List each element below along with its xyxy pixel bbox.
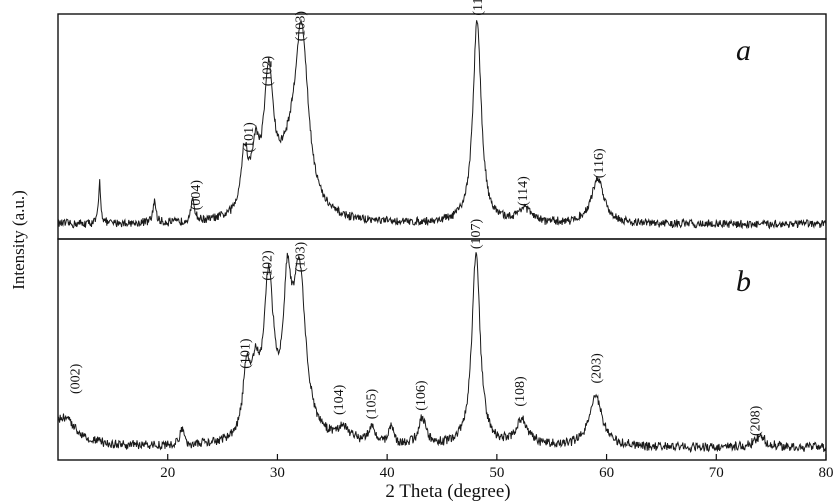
peak-label: (102) (261, 250, 276, 281)
peak-label: (105) (365, 389, 380, 420)
peak-label: (108) (513, 376, 528, 407)
peak-label: (116) (592, 148, 607, 178)
peak-label: (103) (293, 11, 308, 42)
peak-label: (208) (749, 405, 764, 436)
peak-label: (203) (590, 353, 605, 384)
x-axis-label: 2 Theta (degree) (385, 481, 510, 502)
peak-label: (106) (414, 380, 429, 411)
x-tick-label: 70 (709, 465, 724, 481)
x-tick-label: 80 (819, 465, 834, 481)
panels-group: a (004) (101) (102) (103) (110) (114) (116) b (00… (57, 0, 827, 461)
panel-tag-a: a (736, 34, 751, 67)
x-tick-label: 20 (160, 465, 175, 481)
x-tick-label: 30 (270, 465, 285, 481)
peak-label: (002) (69, 363, 84, 394)
panel-b: b (002) (101) (102) (103) (104) (105) (106) (107… (57, 218, 827, 461)
peak-label: (107) (469, 218, 484, 249)
panel-frame (57, 13, 827, 240)
y-axis-label: Intensity (a.u.) (9, 190, 28, 290)
x-tick-label: 50 (489, 465, 504, 481)
xrd-trace-b (57, 252, 827, 453)
peak-label: (110) (471, 0, 486, 16)
peak-label: (101) (239, 338, 254, 369)
peak-label: (101) (242, 122, 257, 153)
panel-frame (57, 238, 827, 461)
panel-tag-b: b (736, 265, 751, 298)
panel-a: a (004) (101) (102) (103) (110) (114) (116) (57, 0, 827, 240)
peak-label: (114) (516, 176, 531, 206)
peak-label: (104) (332, 384, 347, 415)
peak-label: (103) (293, 242, 308, 273)
x-tick-label: 60 (599, 465, 614, 481)
peak-label: (004) (189, 180, 204, 211)
peak-label: (102) (261, 56, 276, 87)
x-axis-ticks: 20 30 40 50 60 70 80 (160, 454, 834, 481)
x-tick-label: 40 (380, 465, 395, 481)
xrd-trace-a (57, 18, 827, 230)
